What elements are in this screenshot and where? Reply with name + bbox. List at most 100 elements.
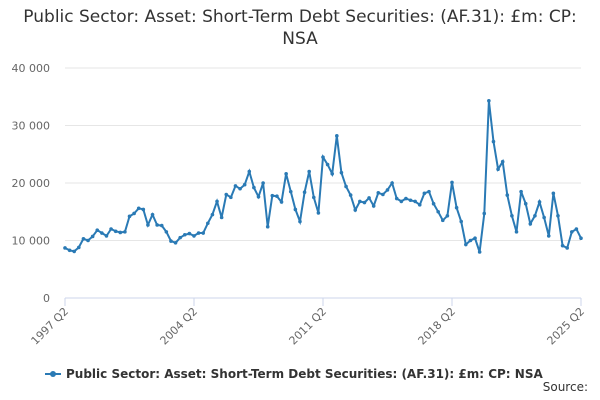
point (113, 229, 118, 234)
point (491, 139, 496, 144)
point (473, 236, 477, 240)
point (459, 219, 464, 224)
point (367, 196, 371, 200)
point (247, 169, 252, 174)
point (192, 234, 196, 238)
point (77, 245, 81, 250)
point (477, 250, 482, 254)
point (385, 188, 390, 192)
point (431, 201, 436, 206)
point (325, 162, 330, 167)
point (339, 170, 344, 175)
point (178, 235, 182, 240)
point (371, 204, 376, 208)
point (100, 231, 104, 235)
point (90, 234, 95, 239)
point (348, 193, 353, 197)
point (224, 192, 229, 197)
point (132, 211, 136, 216)
point (169, 239, 173, 243)
x-tick-label: 2004 Q2 (158, 305, 201, 348)
point (533, 213, 537, 218)
legend-marker (50, 371, 56, 377)
point (560, 243, 565, 248)
point (141, 207, 146, 212)
point (556, 213, 560, 218)
point (335, 134, 339, 138)
point (394, 196, 399, 201)
point (330, 172, 335, 176)
point (464, 242, 468, 247)
point (155, 223, 159, 227)
point (454, 205, 459, 210)
point (579, 236, 583, 240)
point (344, 184, 348, 189)
point (293, 207, 298, 212)
y-tick-label: 20 000 (12, 177, 51, 190)
point (450, 180, 454, 185)
chart-title: Public Sector: Asset: Short-Term Debt Se… (23, 7, 577, 49)
point (427, 189, 431, 194)
point (399, 199, 404, 204)
point (261, 181, 265, 185)
point (150, 212, 155, 217)
point (574, 227, 579, 231)
point (201, 231, 206, 235)
point (219, 215, 224, 220)
point (307, 169, 311, 174)
point (182, 232, 187, 237)
point (496, 167, 500, 171)
point (358, 199, 362, 204)
point (252, 185, 256, 190)
point (242, 182, 247, 187)
point (127, 214, 132, 219)
point (104, 234, 109, 238)
point (417, 203, 422, 207)
point (229, 195, 233, 200)
point (514, 230, 519, 234)
point (288, 189, 293, 194)
point (265, 224, 270, 229)
point (362, 200, 367, 205)
point (284, 172, 288, 176)
point (109, 227, 113, 231)
point (422, 191, 427, 196)
legend-label: Public Sector: Asset: Short-Term Debt Se… (66, 367, 543, 381)
point (164, 230, 169, 234)
point (523, 201, 528, 206)
point (546, 234, 551, 238)
point (408, 198, 413, 203)
point (173, 241, 178, 245)
point (537, 200, 542, 204)
x-tick-label: 2018 Q2 (416, 305, 459, 348)
point (95, 228, 100, 232)
point (302, 190, 307, 194)
point (569, 230, 574, 234)
point (445, 213, 450, 218)
point (67, 248, 72, 253)
point (275, 194, 279, 199)
point (238, 186, 242, 191)
point (233, 184, 238, 188)
point (487, 98, 491, 103)
point (376, 190, 381, 195)
point (510, 213, 514, 218)
point (298, 219, 302, 224)
source: Source: (543, 380, 588, 394)
point (86, 238, 90, 243)
y-tick-label: 10 000 (12, 235, 51, 248)
point (146, 223, 150, 227)
point (72, 249, 77, 254)
point (404, 196, 408, 201)
point (118, 230, 123, 235)
point (206, 221, 210, 226)
series-line (64, 100, 582, 253)
point (81, 236, 86, 241)
point (500, 159, 505, 164)
point (482, 211, 487, 216)
point (551, 191, 556, 196)
point (519, 189, 523, 194)
x-tick-label: 1997 Q2 (29, 305, 72, 348)
y-tick-label: 40 000 (12, 62, 51, 75)
